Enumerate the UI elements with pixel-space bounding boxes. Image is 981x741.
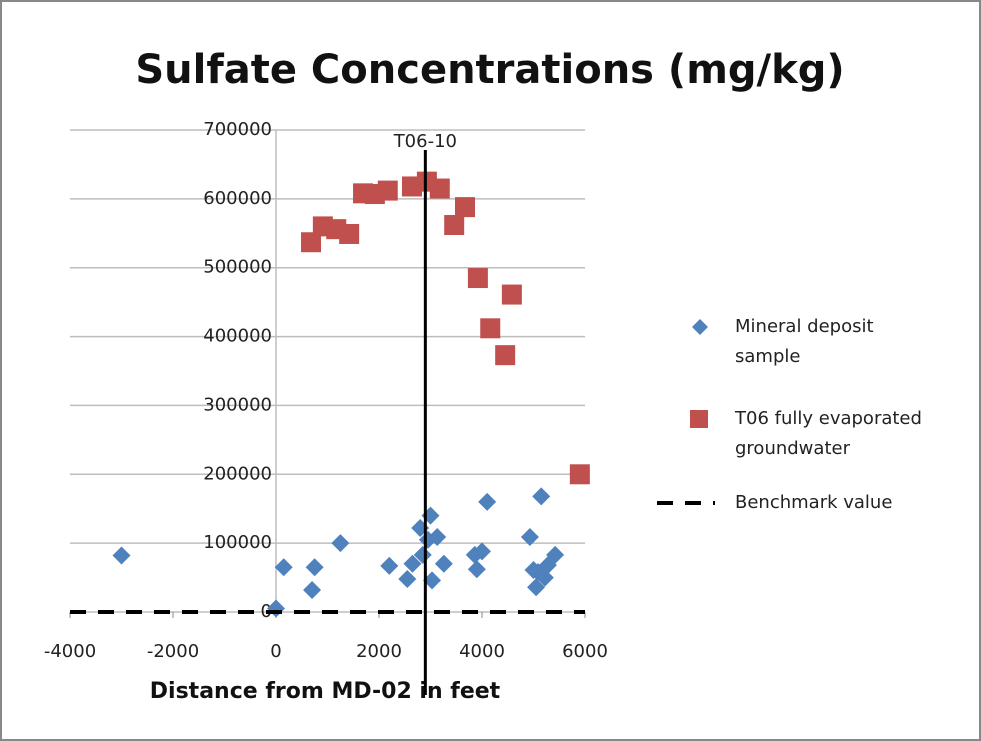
x-axis-title: Distance from MD-02 in feet bbox=[150, 679, 501, 704]
point bbox=[112, 546, 131, 565]
point bbox=[473, 542, 491, 561]
point bbox=[527, 578, 546, 597]
x-tick-label: 0 bbox=[270, 641, 281, 662]
reference-label: T06-10 bbox=[393, 131, 457, 152]
point bbox=[274, 558, 293, 577]
point bbox=[377, 180, 398, 201]
point bbox=[403, 554, 422, 573]
point bbox=[423, 571, 442, 590]
legend-entry: Mineral deposit sample bbox=[735, 316, 874, 367]
point bbox=[467, 560, 486, 579]
y-tick-label: 300000 bbox=[203, 394, 272, 415]
point bbox=[455, 197, 476, 218]
point bbox=[301, 232, 322, 253]
point bbox=[434, 554, 453, 573]
point bbox=[305, 558, 324, 577]
x-tick-label: -4000 bbox=[44, 641, 96, 662]
y-tick-label: 600000 bbox=[203, 188, 272, 209]
chart-title: Sulfate Concentrations (mg/kg) bbox=[135, 47, 844, 93]
y-tick-label: 700000 bbox=[203, 119, 272, 140]
y-tick-label: 500000 bbox=[203, 257, 272, 278]
point bbox=[428, 527, 447, 546]
point bbox=[535, 568, 554, 587]
point bbox=[429, 178, 450, 199]
point bbox=[520, 527, 539, 546]
legend-entry: T06 fully evaporated groundwater bbox=[735, 408, 922, 459]
point bbox=[501, 284, 522, 305]
point bbox=[331, 534, 350, 553]
point bbox=[546, 545, 565, 564]
y-tick-label: 100000 bbox=[203, 532, 272, 553]
x-tick-label: 6000 bbox=[562, 641, 608, 662]
point bbox=[444, 215, 465, 236]
x-tick-label: -2000 bbox=[147, 641, 199, 662]
point bbox=[532, 487, 551, 506]
x-tick-label: 2000 bbox=[356, 641, 402, 662]
point bbox=[480, 318, 501, 339]
point bbox=[303, 580, 322, 599]
point bbox=[467, 268, 488, 289]
point bbox=[478, 492, 497, 511]
legend-marker bbox=[690, 410, 708, 428]
legend-marker bbox=[692, 319, 708, 335]
point bbox=[413, 545, 432, 564]
y-tick-label: 200000 bbox=[203, 463, 272, 484]
point bbox=[495, 345, 516, 366]
point bbox=[339, 223, 360, 244]
point bbox=[380, 556, 399, 575]
point bbox=[398, 569, 417, 588]
y-tick-label: 400000 bbox=[203, 326, 272, 347]
legend-entry: Benchmark value bbox=[735, 492, 893, 513]
point bbox=[569, 464, 590, 485]
x-tick-label: 4000 bbox=[459, 641, 505, 662]
